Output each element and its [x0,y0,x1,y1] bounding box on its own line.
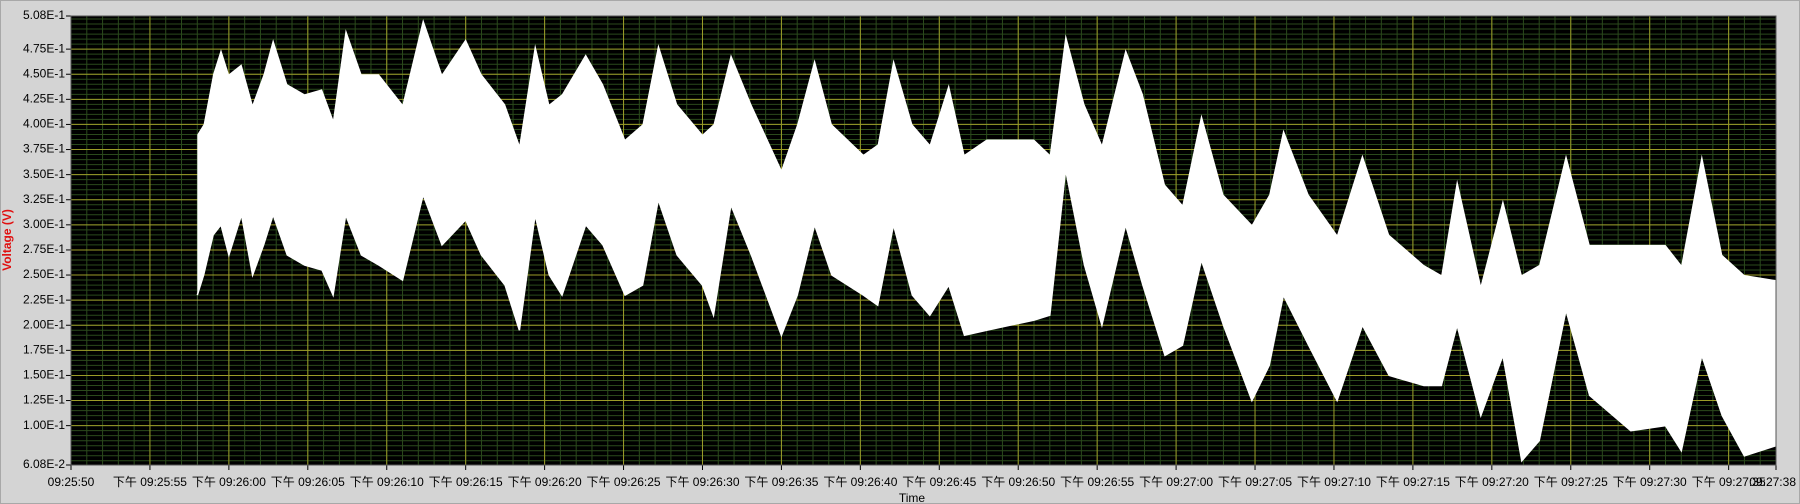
x-tick-label: 下午 09:26:55 [1060,475,1134,489]
y-tick-label: 3.75E-1 [23,142,65,156]
x-tick-label: 下午 09:26:50 [981,475,1055,489]
x-tick-label: 下午 09:27:15 [1376,475,1450,489]
band-lower [196,169,1777,463]
x-tick-label: 下午 09:27:25 [1534,475,1608,489]
x-tick-label: 下午 09:27:00 [1139,475,1213,489]
x-tick-label: 下午 09:27:20 [1455,475,1529,489]
y-tick-label: 2.00E-1 [23,317,65,331]
y-tick-label: 3.00E-1 [23,217,65,231]
x-tick-label: 下午 09:26:20 [508,475,582,489]
y-tick-label: 4.00E-1 [23,117,65,131]
x-tick-label: 下午 09:26:25 [587,475,661,489]
x-tick-label: 09:25:50 [48,475,95,489]
y-tick-label: 1.50E-1 [23,368,65,382]
x-tick-label: 下午 09:26:35 [744,475,818,489]
y-tick-label: 5.08E-1 [23,8,65,22]
x-tick-label: 下午 09:27:05 [1218,475,1292,489]
x-tick-label: 下午 09:25:55 [113,475,187,489]
x-tick-label: 下午 09:26:40 [823,475,897,489]
y-tick-label: 4.50E-1 [23,66,65,80]
y-tick-label: 2.25E-1 [23,292,65,306]
y-tick-label: 6.08E-2 [23,457,65,471]
band-upper [197,19,1777,465]
x-tick-label: 下午 09:26:05 [271,475,345,489]
x-tick-label: 下午 09:26:10 [350,475,424,489]
x-tick-label: 下午 09:26:30 [665,475,739,489]
x-tick-label: 09:27:38 [1749,475,1796,489]
x-tick-label: 下午 09:27:10 [1297,475,1371,489]
y-tick-label: 2.50E-1 [23,267,65,281]
y-tick-label: 1.00E-1 [23,418,65,432]
plot-border [70,15,1777,466]
y-tick-label: 3.50E-1 [23,167,65,181]
y-axis-label: Voltage (V) [0,209,14,271]
x-tick-label: 下午 09:26:45 [902,475,976,489]
x-tick-label: 下午 09:26:00 [192,475,266,489]
x-axis-label: Time [899,491,926,504]
x-tick-label: 下午 09:26:15 [429,475,503,489]
y-tick-label: 3.25E-1 [23,192,65,206]
y-tick-label: 2.75E-1 [23,242,65,256]
x-tick-label: 下午 09:27:35 [1692,475,1766,489]
y-tick-label: 1.25E-1 [23,393,65,407]
x-tick-label: 下午 09:27:30 [1613,475,1687,489]
y-tick-label: 4.75E-1 [23,41,65,55]
y-tick-label: 4.25E-1 [23,92,65,106]
y-tick-label: 1.75E-1 [23,343,65,357]
